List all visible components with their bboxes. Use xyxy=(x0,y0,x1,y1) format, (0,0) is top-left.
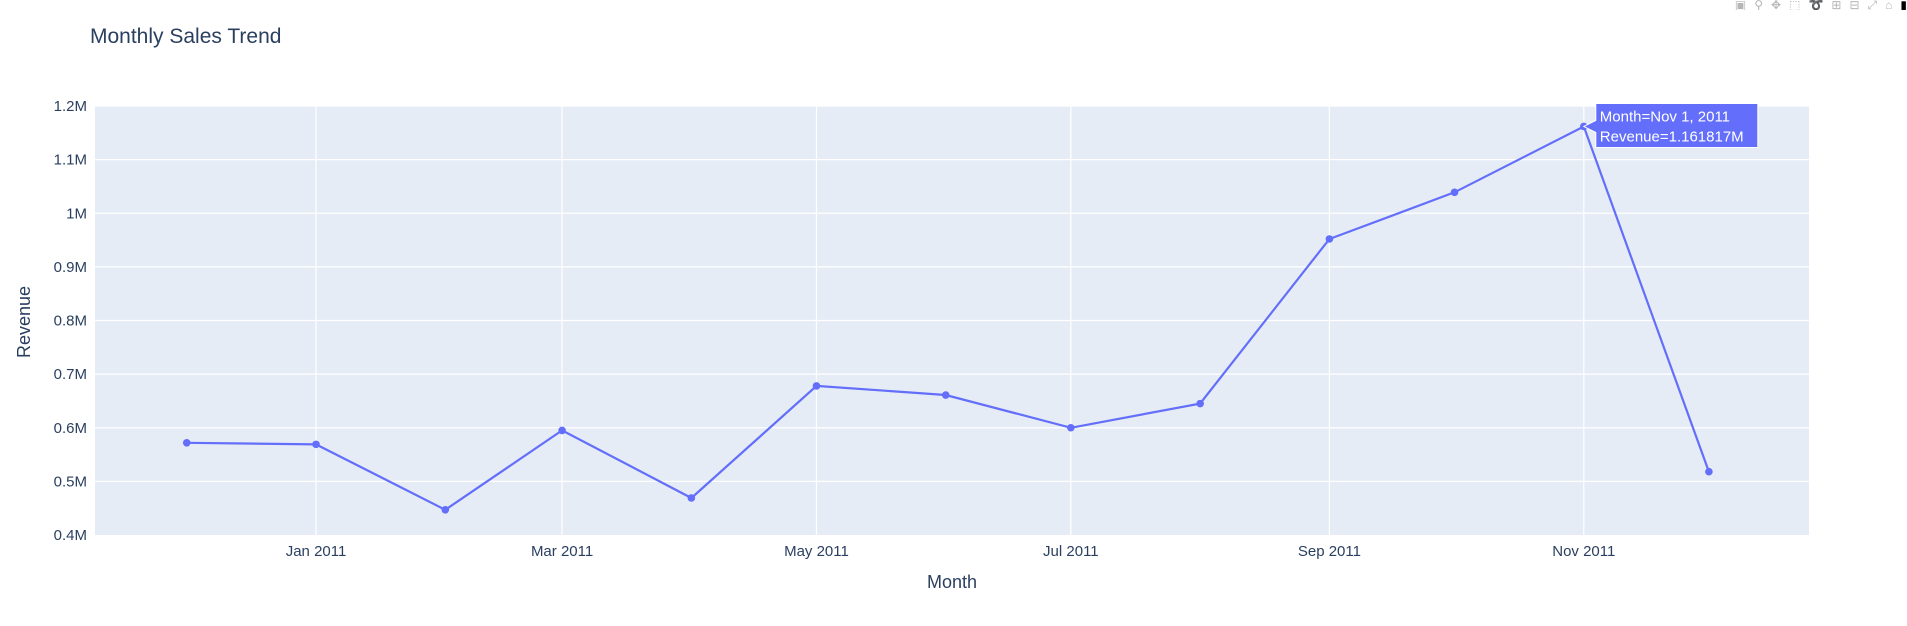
y-tick-label: 0.6M xyxy=(54,420,87,437)
data-point xyxy=(312,440,320,449)
x-tick-label: Mar 2011 xyxy=(531,543,593,560)
chart-title: Monthly Sales Trend xyxy=(90,25,281,48)
y-tick-label: 1.1M xyxy=(54,152,87,169)
modebar: ▣ ⚲ ✥ ⬚ ➰ ⊞ ⊟ ⤢ ⌂ ▮ xyxy=(1735,0,1907,10)
x-tick-label: Sep 2011 xyxy=(1298,543,1361,560)
data-point xyxy=(1705,467,1713,476)
x-tick-label: Jul 2011 xyxy=(1043,543,1099,560)
y-tick-label: 0.7M xyxy=(54,366,87,383)
zoom-icon[interactable]: ⚲ xyxy=(1754,0,1764,10)
data-points xyxy=(182,122,1713,514)
hover-text-month: Month=Nov 1, 2011 xyxy=(1600,108,1730,125)
y-tick-label: 0.5M xyxy=(54,473,87,490)
data-point xyxy=(182,438,191,447)
y-tick-label: 1.2M xyxy=(54,98,87,115)
data-point xyxy=(1450,188,1459,197)
lasso-icon[interactable]: ➰ xyxy=(1808,0,1824,10)
hover-box xyxy=(1582,102,1759,148)
autoscale-icon[interactable]: ⤢ xyxy=(1867,0,1878,10)
hover-text-revenue: Revenue=1.161817M xyxy=(1600,128,1744,145)
data-point xyxy=(941,391,950,399)
data-point xyxy=(558,426,566,435)
x-tick-label: Jan 2011 xyxy=(286,543,347,560)
y-tick-label: 0.9M xyxy=(54,259,87,276)
data-point xyxy=(1196,399,1204,408)
box-select-icon[interactable]: ⬚ xyxy=(1789,0,1801,10)
y-tick-label: 0.8M xyxy=(54,313,87,330)
camera-icon[interactable]: ▣ xyxy=(1734,0,1747,10)
data-point xyxy=(441,505,450,514)
hover-label: Month=Nov 1, 2011 Revenue=1.161817M xyxy=(1582,102,1759,148)
data-point xyxy=(687,494,696,502)
reset-axes-icon[interactable]: ⌂ xyxy=(1885,0,1893,10)
x-axis-ticks: Jan 2011 Mar 2011 May 2011 Jul 2011 Sep 2011… xyxy=(286,543,1616,560)
data-point xyxy=(1067,423,1075,432)
pan-icon[interactable]: ✥ xyxy=(1771,0,1782,10)
x-axis-title: Month xyxy=(927,572,977,592)
y-tick-label: 1M xyxy=(66,205,87,222)
zoom-out-icon[interactable]: ⊟ xyxy=(1849,0,1860,10)
data-point xyxy=(1325,235,1334,243)
grid-lines xyxy=(95,105,1809,535)
zoom-in-icon[interactable]: ⊞ xyxy=(1831,0,1842,10)
y-axis-ticks: 0.4M 0.5M 0.6M 0.7M 0.8M 0.9M 1M 1.1M 1.2M xyxy=(54,98,87,544)
x-tick-label: Nov 2011 xyxy=(1552,543,1615,560)
plotly-logo-icon[interactable]: ▮ xyxy=(1900,0,1907,10)
y-axis-title: Revenue xyxy=(14,286,34,358)
data-point xyxy=(812,382,821,390)
x-tick-label: May 2011 xyxy=(784,543,849,560)
y-tick-label: 0.4M xyxy=(54,527,87,544)
